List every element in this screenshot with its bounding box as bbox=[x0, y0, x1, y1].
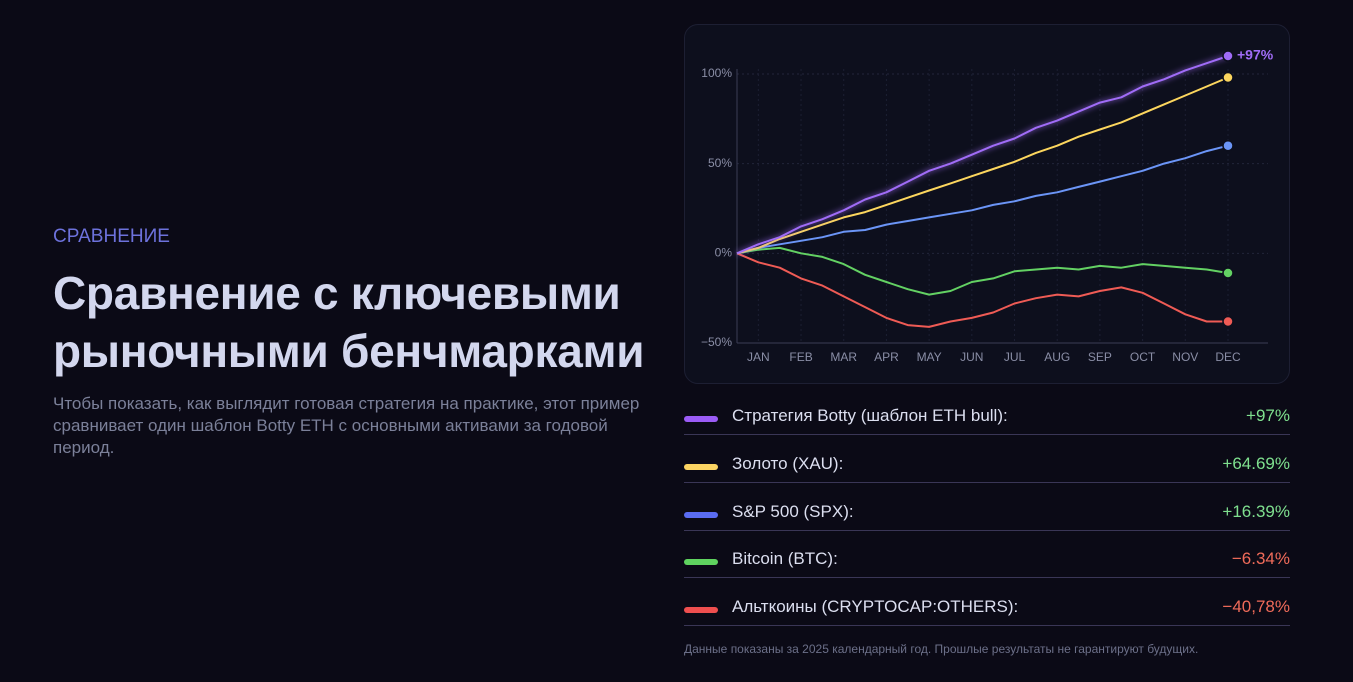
legend-row: S&P 500 (SPX): +16.39% bbox=[684, 498, 1290, 531]
chart-card: −50% 0% 50% 100% JAN FEB MAR APR MAY JUN JUL AUG SEP… bbox=[684, 24, 1290, 384]
x-tick-label: OCT bbox=[1130, 350, 1156, 364]
chart: −50% 0% 50% 100% JAN FEB MAR APR MAY JUN JUL AUG SEP… bbox=[701, 47, 1274, 364]
legend-swatch bbox=[684, 463, 718, 470]
series-line bbox=[736, 76, 1229, 255]
y-tick-label: 100% bbox=[701, 66, 732, 80]
footnote: Данные показаны за 2025 календарный год.… bbox=[684, 642, 1199, 656]
y-tick-label: 0% bbox=[715, 245, 733, 259]
x-tick-label: JUN bbox=[960, 350, 983, 364]
end-dot bbox=[1222, 315, 1234, 328]
legend-swatch bbox=[684, 607, 718, 614]
legend-name: Bitcoin (BTC): bbox=[732, 549, 838, 569]
legend-value: +16.39% bbox=[1222, 501, 1290, 521]
series-line bbox=[736, 246, 1229, 296]
x-tick-label: SEP bbox=[1088, 350, 1112, 364]
x-tick-label: AUG bbox=[1044, 350, 1070, 364]
description: Чтобы показать, как выглядит готовая стр… bbox=[53, 394, 640, 457]
x-tick-label: MAY bbox=[917, 350, 942, 364]
series-line bbox=[736, 252, 1228, 328]
end-dot bbox=[1222, 267, 1234, 279]
end-dot bbox=[1222, 71, 1234, 84]
legend-name: Золото (XAU): bbox=[732, 453, 844, 473]
end-dot bbox=[1222, 50, 1234, 62]
legend-name: Стратегия Botty (шаблон ETH bull): bbox=[732, 406, 1008, 425]
legend-name: Альткоины (CRYPTOCAP:OTHERS): bbox=[732, 597, 1019, 617]
legend-row: Альткоины (CRYPTOCAP:OTHERS): −40,78% bbox=[684, 593, 1290, 627]
legend-row: Золото (XAU): +64.69% bbox=[684, 450, 1290, 483]
series-line bbox=[736, 55, 1229, 255]
legend-name: S&P 500 (SPX): bbox=[732, 501, 854, 521]
series-line bbox=[736, 144, 1229, 255]
legend-swatch bbox=[684, 511, 718, 518]
x-tick-label: MAR bbox=[830, 350, 857, 364]
x-tick-label: APR bbox=[874, 350, 899, 364]
end-dot bbox=[1222, 139, 1234, 152]
legend-row: Стратегия Botty (шаблон ETH bull): +97% bbox=[684, 402, 1290, 435]
title-line: рыночными бенчмарками bbox=[53, 325, 645, 377]
x-tick-label: JUL bbox=[1004, 350, 1026, 364]
legend-value: +64.69% bbox=[1222, 453, 1290, 473]
x-tick-label: JAN bbox=[747, 350, 770, 364]
title-line: Сравнение с ключевыми bbox=[53, 267, 621, 319]
end-label: +97% bbox=[1237, 47, 1274, 63]
section-label: СРАВНЕНИЕ bbox=[53, 226, 170, 247]
legend-swatch bbox=[684, 416, 718, 422]
legend-value: +97% bbox=[1246, 406, 1290, 425]
x-tick-label: NOV bbox=[1172, 350, 1198, 364]
y-tick-label: −50% bbox=[701, 335, 732, 349]
legend-value: −6.34% bbox=[1231, 549, 1290, 569]
x-tick-label: FEB bbox=[789, 350, 812, 364]
legend-row: Bitcoin (BTC): −6.34% bbox=[684, 545, 1290, 579]
y-tick-label: 50% bbox=[708, 156, 732, 170]
legend-value: −40,78% bbox=[1222, 597, 1290, 617]
x-tick-label: DEC bbox=[1215, 350, 1241, 364]
legend-swatch bbox=[684, 559, 718, 566]
